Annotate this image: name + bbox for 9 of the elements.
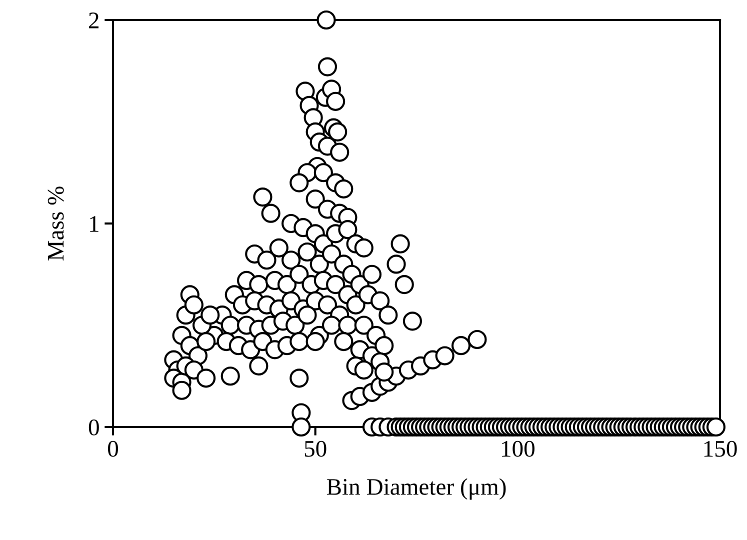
x-tick-label: 150 [704, 440, 737, 457]
x-axis-title: Bin Diameter (μm) [326, 478, 506, 500]
y-axis-title: Mass % [48, 186, 64, 261]
y-tick-label: 2 [89, 12, 99, 28]
y-tick-label: 0 [88, 419, 99, 436]
x-tick-label: 0 [108, 440, 118, 457]
x-tick-label: 50 [304, 440, 326, 457]
x-tick-label: 100 [502, 440, 534, 457]
y-tick-label: 1 [90, 216, 98, 232]
